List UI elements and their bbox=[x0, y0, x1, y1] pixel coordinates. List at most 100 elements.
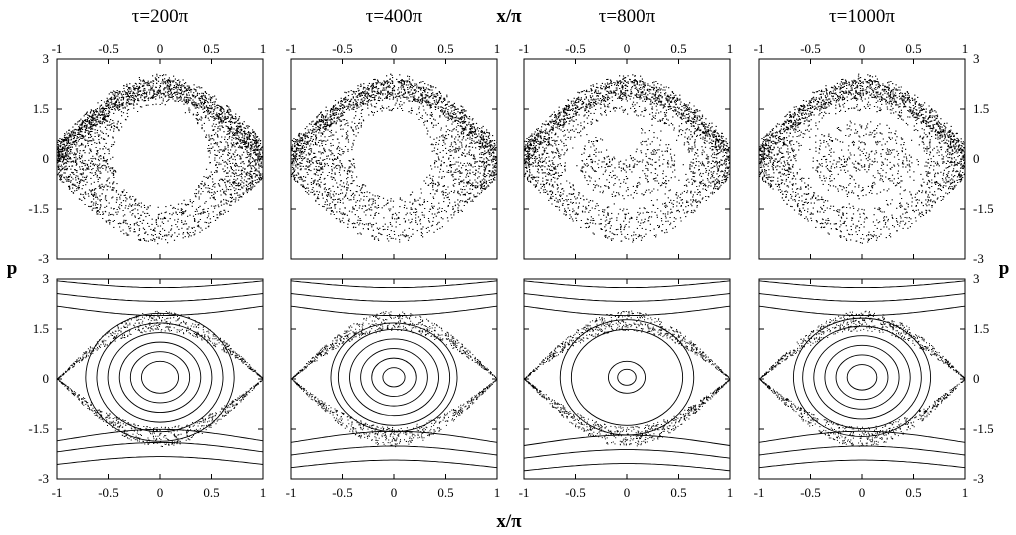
panel-1-xtick-label-1: -1 bbox=[52, 41, 63, 56]
panel-1-frame bbox=[56, 58, 264, 260]
panel-1-ytick-label-3: 0 bbox=[43, 151, 50, 166]
panel-7-orbit-3 bbox=[524, 280, 730, 289]
panel-5: -1 -0.5 0 0.5 1 -3 -1.5 0 1.5 3 bbox=[28, 271, 266, 500]
panel-1-xtick-label-4: 0.5 bbox=[203, 41, 219, 56]
panel-6-xtick-label-5: 1 bbox=[494, 485, 501, 500]
panel-5-ring-4 bbox=[107, 332, 213, 423]
panel-1-points bbox=[57, 73, 263, 245]
panel-5-xtick-label-4: 0.5 bbox=[203, 485, 219, 500]
panel-2-xtick-label-3: 0 bbox=[391, 41, 398, 56]
panel-2-points bbox=[291, 73, 497, 243]
panel-6-orbit-5 bbox=[291, 445, 497, 456]
panel-2-frame bbox=[290, 58, 498, 260]
panel-6-xtick-label-1: -1 bbox=[286, 485, 297, 500]
panel-2-title: τ=400π bbox=[366, 6, 423, 27]
panel-8-ring-6 bbox=[792, 317, 932, 437]
panel-2-xtick-label-4: 0.5 bbox=[437, 41, 453, 56]
panel-3-title: τ=800π bbox=[599, 6, 656, 27]
panel-5-ytick-label-5: 3 bbox=[43, 271, 50, 286]
panel-6-xtick-label-4: 0.5 bbox=[437, 485, 453, 500]
panel-7-marks bbox=[524, 280, 730, 472]
panel-3-marks bbox=[524, 74, 730, 243]
panel-8-chaotic-layer bbox=[759, 310, 965, 447]
panel-4-xtick-label-4: 0.5 bbox=[905, 41, 921, 56]
panel-5-xtick-label-3: 0 bbox=[157, 485, 164, 500]
panel-4-frame bbox=[758, 58, 966, 260]
panel-8-ring-4 bbox=[813, 335, 911, 420]
panel-4-title: τ=1000π bbox=[829, 6, 895, 27]
panel-7-xtick-label-5: 1 bbox=[727, 485, 734, 500]
panel-5-frame bbox=[56, 278, 264, 480]
panel-4-ytick-label-right-1: -3 bbox=[973, 251, 984, 266]
panel-5-orbit-2 bbox=[57, 293, 263, 302]
panel-3-xtick-label-1: -1 bbox=[519, 41, 530, 56]
panel-3-frame bbox=[523, 58, 731, 260]
panel-2-xtick-label-5: 1 bbox=[494, 41, 501, 56]
panel-4-ytick-label-right-2: -1.5 bbox=[973, 201, 994, 216]
panel-1-ytick-label-4: 1.5 bbox=[33, 101, 49, 116]
panel-4-ytick-label-right-4: 1.5 bbox=[973, 101, 989, 116]
panel-4: -1 -0.5 0 0.5 1 -3 -1.5 0 1.5 3 τ=1000π bbox=[754, 6, 994, 266]
panel-6-orbit-4 bbox=[291, 430, 497, 443]
panel-5-ytick-label-3: 0 bbox=[43, 371, 50, 386]
panel-4-xtick-label-1: -1 bbox=[754, 41, 765, 56]
panel-7-chaotic-layer bbox=[524, 310, 730, 447]
panel-4-marks bbox=[759, 73, 965, 244]
panel-6-ring-6 bbox=[330, 322, 458, 433]
panel-7-orbit-5 bbox=[524, 449, 730, 459]
panel-2-marks bbox=[291, 73, 497, 243]
panel-5-xtick-label-2: -0.5 bbox=[98, 485, 119, 500]
panel-1-xtick-label-3: 0 bbox=[157, 41, 164, 56]
panel-8-xtick-label-2: -0.5 bbox=[800, 485, 821, 500]
panel-1-marks bbox=[57, 73, 263, 245]
x-axis-label-bottom: x/π bbox=[496, 511, 522, 532]
panel-8-ring-3 bbox=[824, 344, 900, 410]
panel-6-ring-2 bbox=[371, 357, 417, 397]
panel-6-orbit-2 bbox=[291, 293, 497, 302]
panel-5-chaotic-layer bbox=[57, 310, 263, 447]
y-axis-label-right: p bbox=[999, 258, 1010, 279]
panel-5-orbit-6 bbox=[57, 456, 263, 465]
panel-1-xtick-label-2: -0.5 bbox=[98, 41, 119, 56]
panel-8: -1 -0.5 0 0.5 1 -3 -1.5 0 1.5 3 bbox=[754, 271, 994, 500]
panel-5-ring-6 bbox=[85, 312, 235, 442]
panel-7-ring-2 bbox=[608, 360, 646, 394]
panel-3-xtick-label-4: 0.5 bbox=[670, 41, 686, 56]
panel-3-xtick-label-3: 0 bbox=[624, 41, 631, 56]
panel-6-ring-5 bbox=[337, 328, 451, 426]
panel-5-xtick-label-5: 1 bbox=[260, 485, 267, 500]
panel-6-frame bbox=[290, 278, 498, 480]
panel-8-orbit-2 bbox=[759, 293, 965, 302]
panel-3: -1 -0.5 0 0.5 1 τ=800π bbox=[519, 6, 733, 260]
y-axis-label-left: p bbox=[7, 258, 18, 279]
panel-7: -1 -0.5 0 0.5 1 bbox=[519, 278, 734, 500]
panel-3-points bbox=[524, 74, 730, 243]
panel-4-xtick-label-3: 0 bbox=[859, 41, 866, 56]
panel-5-ring-1 bbox=[141, 360, 179, 394]
x-axis-label-top: x/π bbox=[496, 6, 522, 27]
panel-6-chaotic-layer bbox=[291, 311, 497, 448]
panel-7-orbit-6 bbox=[524, 463, 730, 472]
panel-6-marks bbox=[291, 280, 497, 469]
panel-8-ytick-label-right-3: 0 bbox=[973, 371, 980, 386]
panel-8-orbit-5 bbox=[759, 445, 965, 456]
panel-2-xtick-label-2: -0.5 bbox=[332, 41, 353, 56]
panel-2: -1 -0.5 0 0.5 1 τ=400π bbox=[286, 6, 501, 260]
panel-7-ring-1 bbox=[617, 368, 637, 386]
panel-1: -1 -0.5 0 0.5 1 -3 -1.5 0 1.5 3 τ=200π bbox=[28, 6, 266, 266]
panel-4-ytick-label-right-3: 0 bbox=[973, 151, 980, 166]
panel-6-xtick-label-2: -0.5 bbox=[332, 485, 353, 500]
panel-5-orbit-1 bbox=[57, 305, 263, 317]
panel-8-xtick-label-5: 1 bbox=[962, 485, 969, 500]
panel-4-ytick-label-right-5: 3 bbox=[973, 51, 980, 66]
panel-7-ring-4 bbox=[559, 319, 695, 436]
panel-6-ring-3 bbox=[360, 348, 428, 407]
panel-5-ring-2 bbox=[129, 351, 191, 404]
panel-5-ytick-label-2: -1.5 bbox=[28, 421, 49, 436]
panel-7-xtick-label-3: 0 bbox=[624, 485, 631, 500]
panel-4-xtick-label-2: -0.5 bbox=[800, 41, 821, 56]
panel-5-marks bbox=[57, 280, 263, 465]
panel-7-frame bbox=[523, 278, 731, 480]
panel-5-ring-5 bbox=[96, 322, 224, 433]
